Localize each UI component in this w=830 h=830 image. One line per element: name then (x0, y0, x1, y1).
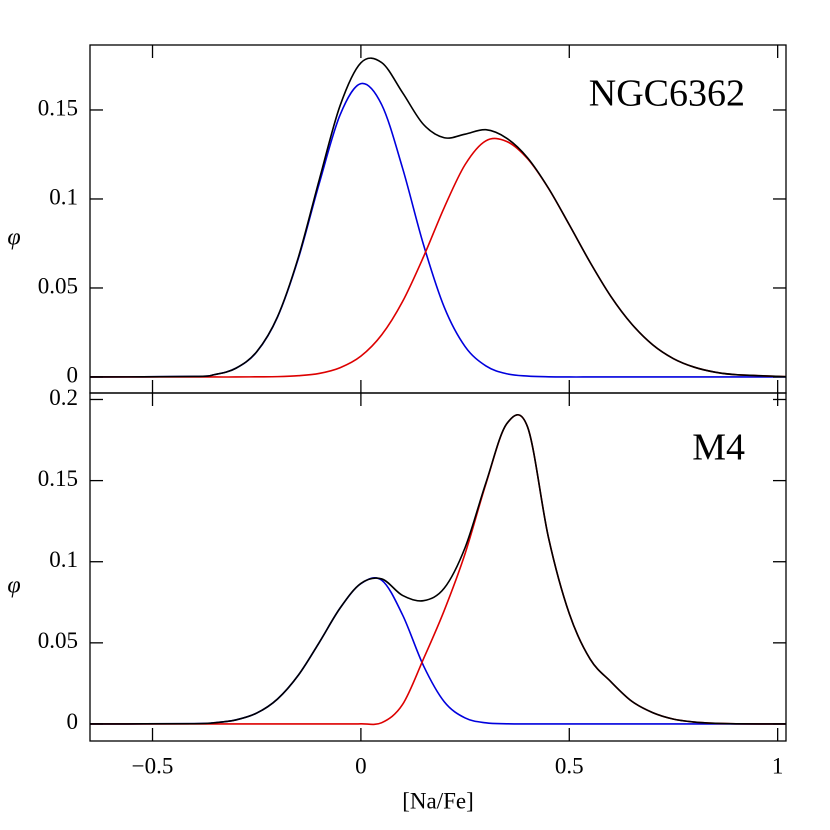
curve (89, 413, 787, 725)
y-tick-label: 0 (67, 709, 79, 734)
curve (89, 576, 786, 725)
y-tick-label: 0 (67, 362, 79, 387)
curve (90, 414, 787, 726)
curve (89, 57, 787, 378)
x-tick-label: 0 (355, 753, 367, 778)
panel-title: M4 (692, 427, 745, 469)
curve (89, 82, 786, 378)
y-tick-label: 0.15 (38, 466, 78, 491)
x-tick-label: 0.5 (555, 753, 584, 778)
y-tick-label: 0.2 (49, 385, 78, 410)
x-tick-label: −0.5 (132, 753, 174, 778)
panel-title: NGC6362 (589, 73, 745, 115)
x-axis-label: [Na/Fe] (402, 788, 474, 813)
x-tick-label: 1 (772, 753, 784, 778)
y-tick-label: 0.05 (38, 273, 78, 298)
plot-frame (89, 392, 787, 742)
y-tick-label: 0.1 (49, 184, 78, 209)
y-axis-label: φ (7, 573, 20, 599)
y-tick-label: 0.05 (38, 628, 78, 653)
y-tick-label: 0.15 (38, 95, 78, 120)
curve (90, 137, 787, 378)
y-tick-label: 0.1 (49, 547, 78, 572)
y-axis-label: φ (7, 225, 20, 251)
